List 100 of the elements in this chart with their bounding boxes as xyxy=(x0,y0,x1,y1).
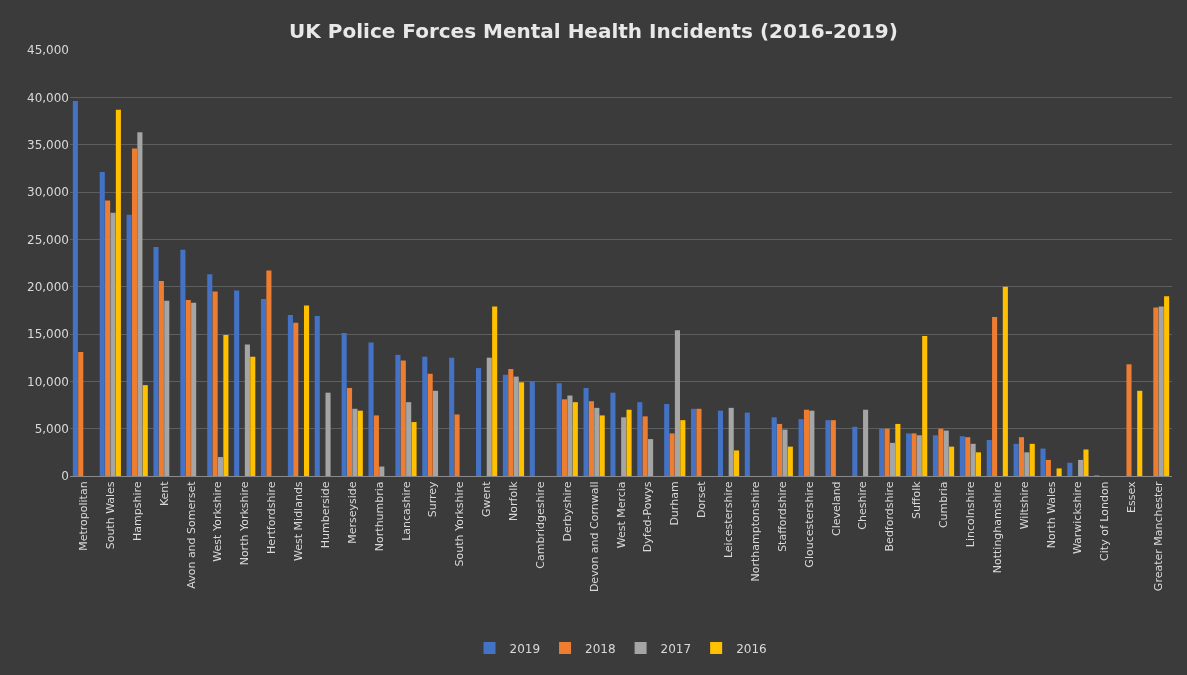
x-tick-label: Northumbria xyxy=(372,481,386,552)
bar xyxy=(943,430,949,476)
bar xyxy=(341,333,347,476)
bar xyxy=(594,407,600,476)
bar xyxy=(346,387,353,476)
bar xyxy=(734,450,740,476)
y-tick-label: 40,000 xyxy=(27,90,69,105)
bar xyxy=(502,374,508,476)
x-tick-label: Greater Manchester xyxy=(1152,480,1166,592)
bar xyxy=(830,420,836,476)
x-tick-label: Leicestershire xyxy=(722,481,736,559)
bar xyxy=(895,423,901,476)
bar xyxy=(965,437,971,476)
bar xyxy=(669,433,675,476)
x-tick-label: Hertfordshire xyxy=(265,481,279,555)
x-tick-label: Cleveland xyxy=(829,481,843,536)
bar xyxy=(185,299,191,476)
bar xyxy=(728,407,734,476)
bar xyxy=(621,417,627,476)
x-tick-label: Derbyshire xyxy=(560,481,574,542)
x-tick-label: Hampshire xyxy=(130,481,144,541)
x-tick-label: West Midlands xyxy=(292,481,306,561)
bar xyxy=(949,446,955,476)
bar xyxy=(250,356,256,476)
bar xyxy=(1067,462,1073,476)
bar xyxy=(486,357,492,476)
bar xyxy=(884,428,890,476)
bar xyxy=(777,423,783,476)
x-tick-label: Metropolitan xyxy=(77,481,91,551)
bar xyxy=(911,433,917,476)
bar xyxy=(153,246,159,476)
bar xyxy=(787,446,793,476)
bar xyxy=(1126,364,1132,476)
bar xyxy=(906,433,912,476)
x-tick-label: Suffolk xyxy=(910,480,924,520)
bar xyxy=(137,132,143,476)
bar xyxy=(422,356,428,476)
x-tick-label: Lincolnshire xyxy=(963,481,977,548)
x-tick-label: South Wales xyxy=(103,481,117,550)
bar xyxy=(164,300,170,476)
bar xyxy=(717,410,723,476)
chart-title: UK Police Forces Mental Health Incidents (2016-2019) xyxy=(289,18,898,43)
bar xyxy=(126,214,132,476)
x-tick-label: Kent xyxy=(157,480,171,507)
bar xyxy=(916,435,922,476)
bar xyxy=(427,373,433,476)
bar xyxy=(556,383,562,476)
bar xyxy=(771,417,777,476)
bar xyxy=(798,419,804,476)
bar xyxy=(803,409,810,476)
bar xyxy=(519,382,525,476)
bar xyxy=(411,422,417,476)
bar xyxy=(158,280,164,476)
bar xyxy=(266,270,272,476)
x-tick-label: Norfolk xyxy=(507,480,521,521)
bar xyxy=(583,387,589,476)
bar xyxy=(352,408,358,476)
bar xyxy=(513,376,519,476)
bar xyxy=(588,401,594,476)
bar xyxy=(642,416,648,476)
bar xyxy=(809,410,815,476)
bar xyxy=(889,442,896,476)
bar xyxy=(293,322,299,476)
bar xyxy=(78,351,84,476)
legend-label: 2016 xyxy=(736,641,767,656)
y-tick-label: 0 xyxy=(61,469,69,484)
bar xyxy=(648,439,654,476)
bar xyxy=(1056,468,1062,476)
x-tick-label: Bedfordshire xyxy=(883,481,897,552)
x-tick-label: Devon and Cornwall xyxy=(587,481,601,593)
bar xyxy=(1024,452,1030,476)
legend-label: 2017 xyxy=(660,641,692,656)
bar xyxy=(599,415,605,476)
bar xyxy=(314,316,320,476)
bar xyxy=(454,414,460,476)
x-tick-label: South Yorkshire xyxy=(453,481,467,567)
y-tick-label: 5,000 xyxy=(34,421,69,436)
bar xyxy=(432,390,439,476)
x-tick-label: Warwickshire xyxy=(1071,481,1085,555)
legend-label: 2018 xyxy=(585,641,616,656)
bar xyxy=(395,354,401,476)
bar xyxy=(637,402,643,476)
bar xyxy=(696,408,702,476)
y-tick-label: 20,000 xyxy=(27,279,69,294)
bar xyxy=(357,410,363,476)
x-tick-label: Dyfed-Powys xyxy=(641,481,655,553)
bar xyxy=(992,316,998,476)
bar xyxy=(1040,448,1046,476)
bar xyxy=(244,344,250,476)
bar xyxy=(110,212,116,476)
bar xyxy=(368,342,374,476)
bar xyxy=(207,274,213,476)
bar xyxy=(562,399,568,476)
bar xyxy=(260,298,267,476)
bar xyxy=(105,200,111,476)
x-tick-label: West Mercia xyxy=(614,481,628,549)
bar xyxy=(115,109,121,476)
bar xyxy=(99,172,105,476)
bar xyxy=(72,101,78,476)
bar xyxy=(782,429,788,476)
